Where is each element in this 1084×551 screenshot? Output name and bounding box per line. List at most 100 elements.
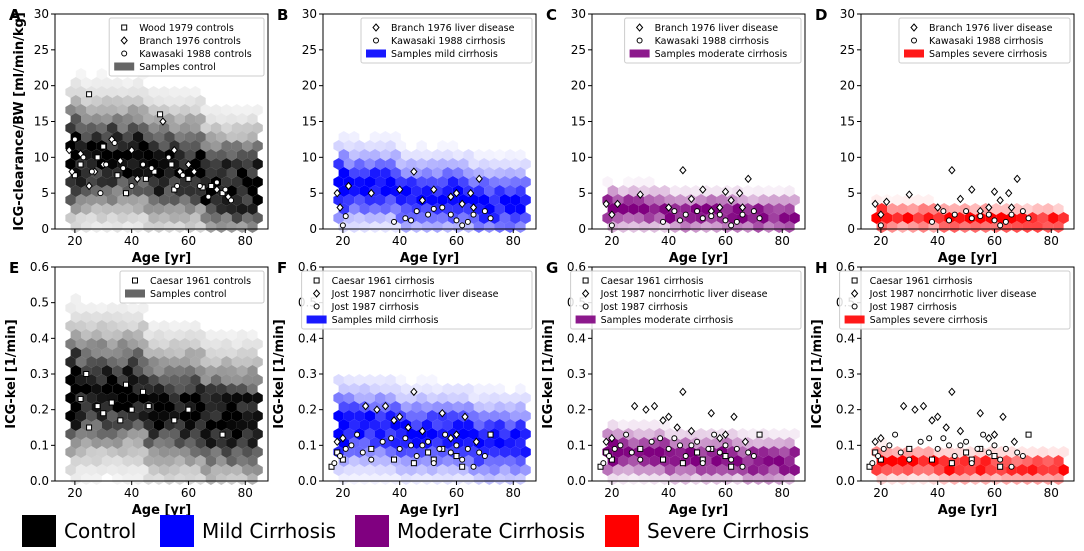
density-hex-e [101, 311, 113, 323]
density-hex-h [923, 464, 934, 476]
density-hex-f [520, 428, 531, 440]
data-point-c-0-14 [738, 203, 747, 212]
density-hex-f [421, 383, 433, 395]
data-point-b-0-0 [333, 188, 341, 198]
panel-letter-e: E [9, 259, 19, 277]
density-hex-a [127, 212, 139, 224]
density-hex-e [81, 401, 92, 413]
data-point-f-2-18 [447, 449, 454, 456]
density-hex-e [127, 302, 139, 314]
data-point-g-2-21 [733, 445, 740, 452]
density-hex-e [184, 365, 196, 377]
data-point-e-0-4 [100, 410, 107, 417]
density-hex-e [81, 455, 92, 467]
data-point-h-1-3 [911, 405, 919, 414]
density-hex-g [737, 428, 748, 440]
data-point-h-2-17 [980, 431, 987, 438]
density-hex-b [364, 194, 375, 206]
density-hex-e [65, 320, 76, 332]
data-point-g-2-18 [716, 449, 723, 456]
legend-label-e-1: Samples control [150, 289, 227, 300]
density-hex-g [623, 464, 634, 476]
density-hex-g [628, 455, 639, 467]
x-tick-label-c-2: 60 [718, 234, 733, 248]
density-hex-a [96, 212, 107, 224]
density-hex-a [122, 77, 133, 89]
density-hex-f [380, 383, 391, 395]
data-point-c-1-12 [739, 211, 746, 218]
density-hex-f [411, 401, 422, 413]
data-point-g-2-6 [637, 456, 644, 463]
data-point-b-0-5 [410, 167, 418, 176]
data-point-e-0-10 [145, 403, 152, 410]
density-hex-e [158, 320, 170, 332]
density-hex-f [484, 383, 495, 395]
density-hex-e [91, 473, 102, 485]
density-hex-e [216, 401, 227, 413]
density-hex-a [117, 122, 128, 134]
density-hex-a [132, 113, 144, 125]
density-hex-a [143, 95, 154, 107]
data-point-b-0-12 [475, 174, 483, 184]
density-hex-g [742, 473, 754, 485]
data-point-c-0-6 [687, 194, 696, 204]
data-point-f-1-10 [438, 408, 446, 418]
density-hex-h [1037, 464, 1049, 476]
density-hex-e [205, 329, 217, 341]
data-point-g-0-4 [660, 456, 666, 463]
data-point-h-0-1 [872, 449, 879, 456]
y-tick-label-a-1: 5 [41, 186, 49, 200]
y-tick-label-c-2: 10 [571, 150, 586, 164]
density-hex-b [333, 194, 344, 206]
density-hex-e [179, 446, 191, 458]
density-hex-f [484, 401, 495, 413]
density-hex-e [81, 329, 92, 341]
density-hex-e [107, 464, 118, 476]
density-hex-f [375, 446, 386, 458]
data-point-a-1-3 [85, 181, 93, 191]
density-hex-f [390, 473, 401, 485]
data-point-d-0-3 [905, 190, 913, 199]
data-point-h-0-9 [991, 453, 998, 460]
density-hex-a [65, 194, 76, 206]
panel-letter-b: B [277, 6, 288, 24]
density-hex-h [944, 464, 955, 476]
density-hex-e [65, 338, 76, 350]
density-hex-e [81, 437, 92, 449]
density-hex-d [1011, 221, 1023, 233]
data-point-a-2-6 [120, 165, 127, 172]
density-hex-a [70, 221, 81, 233]
density-hex-a [81, 95, 92, 107]
data-point-c-0-7 [699, 185, 707, 194]
legend-label-h-3: Samples severe cirrhosis [870, 315, 988, 326]
density-hex-d [1022, 221, 1033, 233]
legend-marker-h-2 [851, 303, 858, 310]
data-point-g-0-10 [728, 463, 735, 470]
y-tick-label-e-6: 0.6 [30, 260, 49, 274]
density-hex-f [515, 383, 526, 395]
data-point-c-1-2 [671, 208, 678, 215]
density-hex-a [132, 131, 144, 143]
density-hex-a [174, 131, 185, 143]
data-point-f-1-0 [333, 437, 341, 447]
data-point-h-2-14 [963, 438, 970, 445]
data-point-g-1-9 [687, 426, 696, 436]
density-hex-e [226, 329, 237, 341]
density-cloud-a [65, 68, 263, 233]
density-hex-a [65, 176, 76, 188]
density-hex-c [654, 194, 665, 206]
density-hex-f [432, 473, 443, 485]
density-hex-e [112, 365, 123, 377]
density-hex-b [364, 140, 375, 152]
density-hex-g [701, 473, 712, 485]
data-point-g-2-5 [628, 449, 635, 456]
density-hex-e [65, 374, 76, 386]
density-hex-a [101, 95, 113, 107]
data-point-g-1-14 [741, 437, 750, 447]
density-hex-c [669, 221, 681, 233]
density-hex-b [478, 212, 490, 224]
density-hex-g [638, 473, 650, 485]
